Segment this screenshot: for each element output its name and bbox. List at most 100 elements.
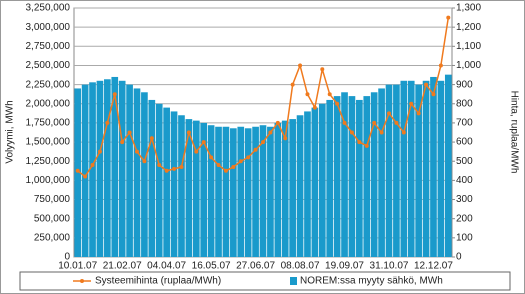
point — [238, 159, 243, 164]
point — [268, 130, 273, 135]
point — [90, 163, 95, 168]
point — [253, 147, 258, 152]
bar — [341, 92, 348, 258]
bar — [318, 103, 326, 258]
bar — [133, 88, 141, 257]
bar — [296, 115, 304, 257]
bar — [81, 84, 89, 257]
point — [312, 105, 317, 110]
bar — [407, 80, 415, 258]
point — [201, 140, 206, 145]
bar — [89, 82, 96, 257]
point — [194, 149, 199, 154]
point — [283, 136, 288, 141]
y2-tick-label: 700 — [456, 118, 473, 129]
bar — [192, 120, 200, 257]
point — [231, 164, 236, 169]
point — [275, 120, 280, 125]
bar — [148, 99, 156, 257]
bar — [259, 125, 267, 258]
x-tick-label: 12.12.07 — [414, 261, 453, 272]
bar — [311, 107, 319, 257]
point — [127, 130, 132, 135]
point — [335, 101, 340, 106]
point — [364, 143, 369, 148]
point — [401, 130, 406, 135]
legend-label: NOREM:ssa myyty sähkö, MWh — [300, 276, 443, 287]
legend-label: Systeemihinta (ruplaa/MWh) — [95, 276, 221, 287]
point — [327, 92, 332, 97]
bar — [215, 126, 222, 257]
bar — [444, 74, 452, 257]
bar — [141, 92, 148, 258]
y2-tick-label: 1,100 — [456, 41, 481, 52]
bar — [155, 103, 163, 258]
point — [186, 130, 191, 135]
bar — [437, 80, 445, 258]
legend-swatch — [290, 277, 297, 285]
bar — [96, 80, 104, 258]
bar — [385, 84, 393, 257]
y-tick-label: 2,500,000 — [26, 60, 71, 71]
x-tick-label: 04.04.07 — [147, 261, 186, 272]
point — [446, 15, 451, 20]
point — [394, 120, 399, 125]
legend-swatch — [80, 279, 84, 283]
point — [357, 140, 362, 145]
point — [149, 136, 154, 141]
y2-axis-label: Hinta, ruplaa/MWh — [508, 91, 519, 174]
bar — [207, 125, 215, 258]
point — [290, 82, 295, 87]
bar — [178, 115, 185, 257]
x-tick-label: 31.10.07 — [370, 261, 409, 272]
x-tick-label: 21.02.07 — [103, 261, 142, 272]
bar — [185, 119, 193, 257]
point — [424, 82, 429, 87]
point — [83, 174, 88, 179]
y-tick-label: 750,000 — [34, 194, 71, 205]
y-tick-label: 250,000 — [34, 232, 71, 243]
y2-tick-label: 1,000 — [456, 60, 481, 71]
bar — [126, 84, 133, 257]
point — [438, 63, 443, 68]
bar — [200, 122, 208, 257]
legend — [19, 271, 511, 291]
bar — [267, 126, 274, 257]
y2-tick-label: 500 — [456, 156, 473, 167]
y-tick-label: 2,250,000 — [26, 79, 71, 90]
y2-tick-label: 900 — [456, 79, 473, 90]
point — [216, 163, 221, 168]
y2-tick-label: 1,200 — [456, 22, 481, 33]
bar — [378, 88, 385, 257]
y-tick-label: 1,500,000 — [26, 137, 71, 148]
point — [416, 111, 421, 116]
y2-tick-label: 800 — [456, 98, 473, 109]
point — [431, 92, 436, 97]
y2-tick-label: 300 — [456, 194, 473, 205]
bar — [274, 122, 282, 257]
y-tick-label: 3,250,000 — [26, 3, 71, 14]
point — [223, 168, 228, 173]
x-tick-label: 27.06.07 — [236, 261, 275, 272]
bar — [104, 79, 111, 257]
bar — [281, 120, 289, 257]
bar — [393, 84, 400, 257]
bar — [170, 111, 178, 257]
y2-tick-label: 400 — [456, 175, 473, 186]
point — [157, 163, 162, 168]
point — [305, 92, 310, 97]
y-axis-label: Volyymi, MWh — [5, 100, 16, 163]
bar — [370, 92, 378, 258]
point — [387, 111, 391, 116]
bar — [289, 119, 296, 257]
bar — [348, 96, 356, 257]
point — [97, 149, 102, 154]
point — [112, 92, 117, 97]
y-tick-label: 2,000,000 — [26, 98, 71, 109]
bar — [363, 96, 371, 257]
point — [349, 130, 354, 135]
point — [135, 149, 139, 154]
bar — [415, 84, 422, 257]
bar — [163, 107, 170, 257]
point — [342, 120, 347, 125]
